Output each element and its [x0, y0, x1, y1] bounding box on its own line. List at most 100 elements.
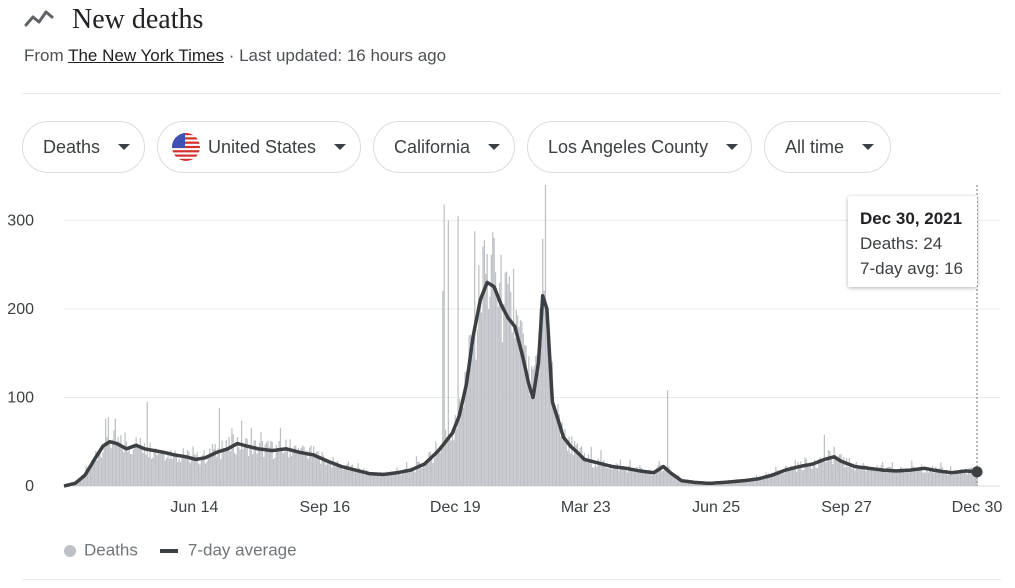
deaths-bar[interactable]: [443, 204, 445, 486]
deaths-bar[interactable]: [684, 481, 687, 486]
deaths-bar[interactable]: [900, 466, 902, 486]
deaths-bar[interactable]: [163, 450, 165, 486]
deaths-bar[interactable]: [103, 446, 105, 486]
deaths-bar[interactable]: [580, 446, 583, 486]
deaths-bar[interactable]: [542, 238, 544, 486]
deaths-bar[interactable]: [272, 458, 275, 486]
deaths-bar[interactable]: [700, 483, 702, 486]
deaths-bar[interactable]: [940, 462, 942, 486]
deaths-bar[interactable]: [668, 466, 670, 486]
deaths-bar[interactable]: [424, 461, 426, 486]
deaths-bar[interactable]: [346, 463, 348, 486]
deaths-bar[interactable]: [524, 345, 526, 486]
deaths-bar[interactable]: [185, 456, 187, 486]
deaths-bar[interactable]: [228, 436, 230, 486]
deaths-bar[interactable]: [757, 478, 759, 486]
deaths-bar[interactable]: [648, 469, 651, 486]
deaths-bar[interactable]: [596, 466, 598, 486]
deaths-bar[interactable]: [175, 455, 178, 486]
source-link[interactable]: The New York Times: [68, 46, 224, 65]
deaths-bar[interactable]: [547, 315, 549, 486]
state-dropdown[interactable]: California: [373, 121, 515, 173]
deaths-bar[interactable]: [196, 452, 198, 486]
deaths-bar[interactable]: [368, 472, 370, 486]
deaths-bar[interactable]: [378, 473, 380, 486]
deaths-bar[interactable]: [780, 474, 782, 486]
deaths-bar[interactable]: [295, 445, 297, 486]
deaths-bar[interactable]: [106, 437, 108, 486]
deaths-bar[interactable]: [82, 474, 85, 486]
deaths-bar[interactable]: [270, 440, 272, 486]
deaths-bar[interactable]: [497, 306, 499, 486]
deaths-bar[interactable]: [880, 465, 882, 486]
deaths-bar[interactable]: [604, 463, 606, 486]
deaths-bar[interactable]: [426, 459, 429, 486]
deaths-bar[interactable]: [479, 300, 481, 486]
deaths-bar[interactable]: [583, 452, 585, 486]
deaths-bar[interactable]: [845, 458, 848, 486]
deaths-bar[interactable]: [160, 453, 162, 486]
deaths-bar[interactable]: [837, 456, 839, 486]
deaths-bar[interactable]: [363, 468, 365, 486]
deaths-bar[interactable]: [605, 467, 608, 486]
deaths-bar[interactable]: [530, 366, 533, 486]
deaths-bar[interactable]: [766, 474, 769, 486]
deaths-bar[interactable]: [277, 448, 279, 486]
deaths-bar[interactable]: [439, 452, 441, 486]
deaths-bar[interactable]: [92, 460, 94, 486]
deaths-bar[interactable]: [539, 308, 541, 486]
deaths-bar[interactable]: [139, 438, 141, 486]
deaths-bar[interactable]: [431, 456, 433, 486]
deaths-bar[interactable]: [184, 458, 186, 486]
deaths-bar[interactable]: [385, 472, 387, 486]
deaths-bar[interactable]: [290, 455, 293, 486]
deaths-bar[interactable]: [493, 237, 495, 486]
deaths-bar[interactable]: [361, 473, 363, 486]
deaths-bar[interactable]: [862, 463, 864, 486]
deaths-bar[interactable]: [598, 465, 601, 486]
deaths-bar[interactable]: [744, 481, 746, 486]
deaths-bar[interactable]: [575, 445, 577, 486]
deaths-bar[interactable]: [332, 456, 334, 486]
deaths-bar[interactable]: [432, 463, 434, 486]
deaths-bar[interactable]: [450, 440, 452, 486]
deaths-bar[interactable]: [630, 469, 633, 486]
deaths-bar[interactable]: [922, 472, 924, 486]
deaths-bar[interactable]: [941, 467, 943, 486]
deaths-bar[interactable]: [487, 308, 490, 486]
deaths-bar[interactable]: [551, 361, 554, 486]
deaths-bar[interactable]: [146, 401, 148, 486]
deaths-bar[interactable]: [503, 304, 505, 486]
deaths-bar[interactable]: [161, 451, 164, 486]
deaths-bar[interactable]: [682, 479, 684, 486]
deaths-bar[interactable]: [809, 465, 812, 486]
deaths-bar[interactable]: [950, 466, 952, 486]
deaths-bar[interactable]: [761, 478, 763, 486]
deaths-bar[interactable]: [912, 466, 914, 486]
deaths-bar[interactable]: [393, 471, 395, 486]
deaths-bar[interactable]: [148, 457, 150, 486]
deaths-bar[interactable]: [772, 473, 774, 486]
deaths-bar[interactable]: [662, 470, 665, 486]
deaths-bar[interactable]: [500, 254, 502, 486]
deaths-bar[interactable]: [109, 442, 111, 486]
deaths-bar[interactable]: [740, 480, 742, 486]
deaths-bar[interactable]: [776, 470, 778, 486]
deaths-bar[interactable]: [800, 461, 802, 486]
deaths-bar[interactable]: [265, 442, 268, 486]
deaths-bar[interactable]: [247, 455, 250, 486]
deaths-bar[interactable]: [876, 465, 878, 486]
deaths-bar[interactable]: [472, 347, 474, 486]
deaths-bar[interactable]: [468, 335, 470, 486]
deaths-bar[interactable]: [249, 444, 251, 486]
deaths-bar[interactable]: [263, 456, 265, 486]
deaths-bar[interactable]: [354, 471, 357, 486]
deaths-bar[interactable]: [528, 356, 530, 486]
deaths-bar[interactable]: [963, 469, 966, 486]
deaths-bar[interactable]: [931, 465, 934, 486]
deaths-bar[interactable]: [394, 473, 397, 486]
deaths-bar[interactable]: [543, 290, 545, 486]
deaths-bar[interactable]: [816, 468, 819, 486]
deaths-bar[interactable]: [962, 470, 964, 486]
deaths-bar[interactable]: [93, 456, 96, 486]
